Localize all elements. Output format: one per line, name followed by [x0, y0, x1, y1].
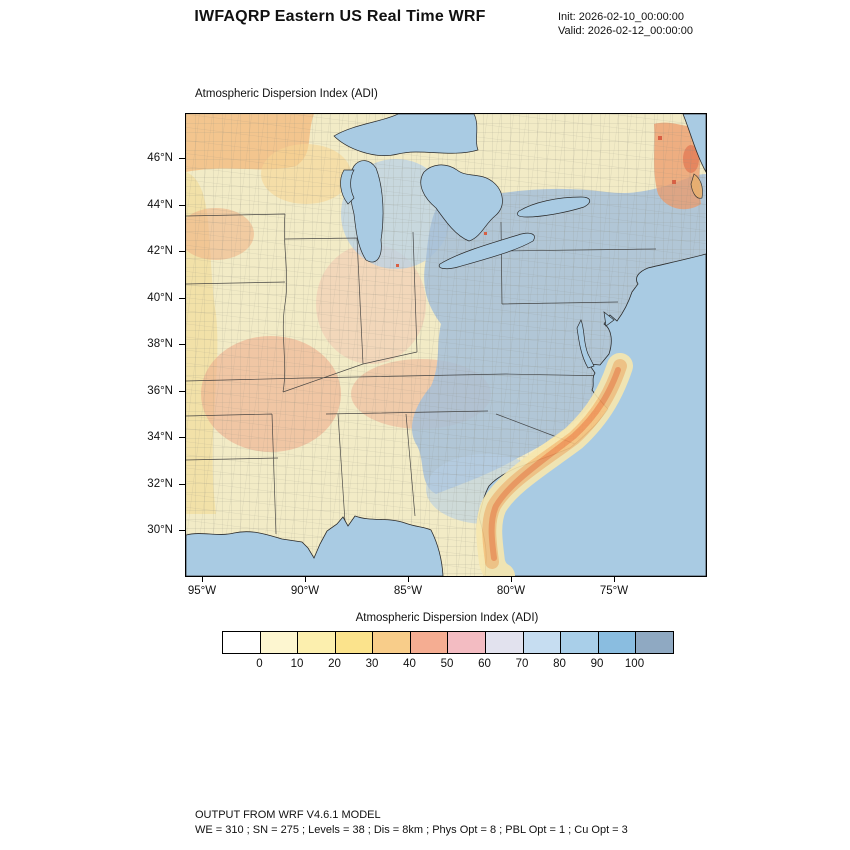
colorbar [222, 631, 674, 654]
y-tick-label: 32°N [147, 477, 173, 490]
x-tick-mark [305, 576, 306, 582]
lake-superior [333, 114, 479, 156]
y-tick-mark [179, 158, 185, 159]
y-tick-mark [179, 251, 185, 252]
init-time: Init: 2026-02-10_00:00:00 [558, 11, 684, 23]
colorbar-segment [561, 632, 599, 653]
x-tick-label: 75°W [599, 585, 629, 597]
gulf-stream-band [476, 173, 703, 576]
colorbar-segment [598, 632, 637, 653]
y-tick-label: 42°N [147, 245, 173, 257]
x-tick-mark [202, 576, 203, 582]
colorbar-segment [636, 632, 673, 653]
colorbar-segment [523, 632, 562, 653]
y-tick-label: 38°N [147, 338, 173, 350]
colorbar-segment [410, 632, 449, 653]
adi-map [186, 114, 706, 576]
x-tick-label: 95°W [187, 585, 217, 597]
y-tick-label: 40°N [147, 291, 173, 304]
ocean-layer [186, 114, 706, 576]
colorbar-tick-label: 50 [440, 658, 454, 670]
colorbar-segment [260, 632, 299, 653]
model-info-line1: OUTPUT FROM WRF V4.6.1 MODEL [195, 809, 381, 821]
y-tick-mark [179, 530, 185, 531]
colorbar-tick-label: 10 [290, 658, 304, 670]
page-title: IWFAQRP Eastern US Real Time WRF [194, 8, 486, 25]
model-info-line2: WE = 310 ; SN = 275 ; Levels = 38 ; Dis … [195, 823, 628, 836]
x-tick-mark [408, 576, 409, 582]
y-tick-mark [179, 483, 185, 485]
lake-michigan [349, 160, 384, 263]
y-tick-mark [179, 437, 185, 438]
state-borders [186, 213, 657, 535]
y-tick-label: 46°N [147, 152, 173, 164]
colorbar-label: Atmospheric Dispersion Index (ADI) [355, 612, 539, 624]
x-tick-mark [511, 576, 512, 582]
colorbar-tick-label: 80 [553, 658, 566, 670]
y-tick-mark [179, 344, 185, 345]
y-tick-mark [179, 297, 185, 299]
gulf-of-mexico [186, 515, 444, 576]
colorbar-tick-label: 40 [403, 658, 416, 670]
map-canvas [185, 113, 707, 577]
y-tick-mark [179, 204, 185, 206]
nova-scotia-fragment [690, 173, 703, 199]
run-times: Init: 2026-02-10_00:00:00 Valid: 2026-02… [558, 10, 693, 38]
x-tick-label: 80°W [496, 585, 526, 597]
delaware-bay [603, 311, 615, 327]
field-label: Atmospheric Dispersion Index (ADI) [195, 88, 378, 100]
y-tick-label: 36°N [147, 384, 173, 397]
colorbar-tick-labels: 0 10 20 30 40 50 60 70 80 90 100 [222, 658, 672, 674]
colorbar-segment [335, 632, 374, 653]
model-info: OUTPUT FROM WRF V4.6.1 MODEL WE = 310 ; … [195, 808, 628, 837]
colorbar-segment [298, 632, 336, 653]
y-tick-label: 30°N [147, 524, 173, 536]
x-tick-mark [614, 576, 615, 582]
colorbar-segment [448, 632, 487, 653]
y-tick-label: 44°N [147, 198, 173, 211]
colorbar-tick-label: 100 [624, 658, 645, 670]
valid-time: Valid: 2026-02-12_00:00:00 [558, 25, 693, 37]
y-axis-ticks: 46°N 44°N 42°N 40°N 38°N 36°N 34°N 32°N 30°N [120, 113, 185, 575]
x-tick-label: 85°W [393, 585, 423, 597]
colorbar-segment [373, 632, 411, 653]
chesapeake-bay [576, 319, 595, 369]
colorbar-segment [223, 632, 261, 653]
colorbar-segment [486, 632, 524, 653]
lake-erie [438, 232, 535, 270]
colorbar-tick-label: 70 [515, 658, 529, 670]
colorbar-tick-label: 20 [328, 658, 341, 670]
y-tick-mark [179, 390, 185, 392]
lake-huron [420, 164, 503, 242]
green-bay [340, 169, 355, 205]
colorbar-tick-label: 0 [256, 658, 263, 670]
y-tick-label: 34°N [147, 431, 173, 443]
lakes-layer [333, 114, 615, 369]
x-tick-label: 90°W [290, 585, 320, 597]
colorbar-tick-label: 90 [590, 658, 604, 670]
colorbar-tick-label: 60 [478, 658, 491, 670]
atlantic-ne-sliver [682, 114, 706, 173]
colorbar-tick-label: 30 [365, 658, 379, 670]
lake-ontario [516, 196, 590, 218]
x-axis-ticks: 95°W 90°W 85°W 80°W 75°W [185, 576, 705, 604]
